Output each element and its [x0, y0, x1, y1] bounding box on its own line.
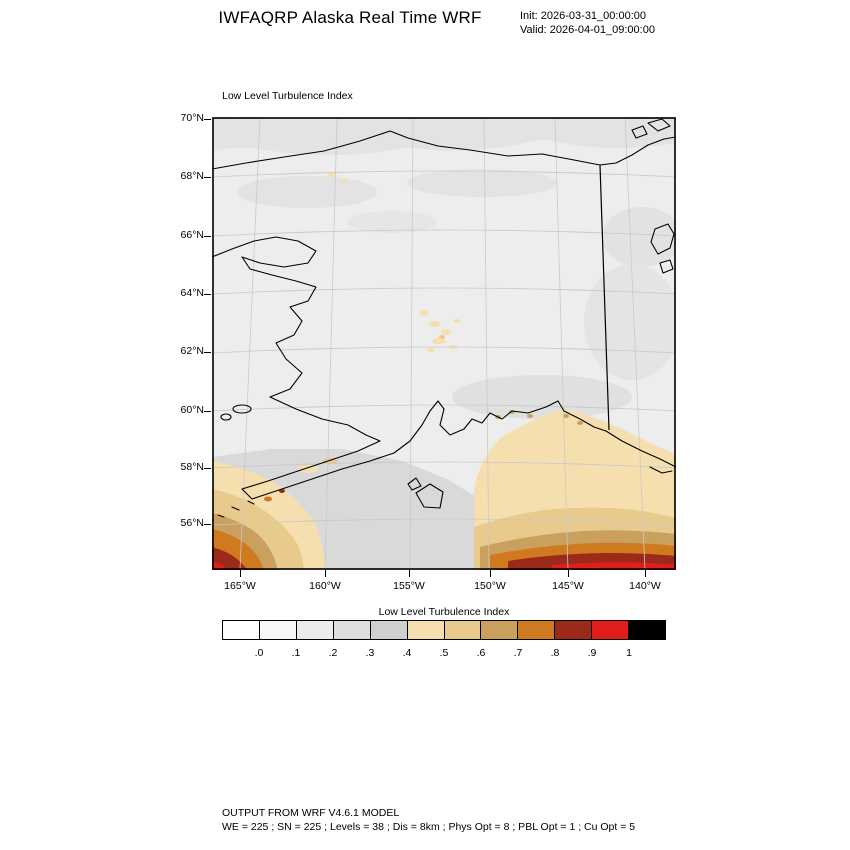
lat-tick-label: 60°N [180, 404, 204, 416]
lat-tick-mark [204, 177, 211, 178]
colorbar-ticks: .0 .1 .2 .3 .4 .5 .6 .7 .8 .9 1 [222, 647, 666, 661]
lat-tick-label: 68°N [180, 170, 204, 182]
colorbar-cell [369, 621, 407, 639]
lat-tick-mark [204, 236, 211, 237]
lat-tick-label: 70°N [180, 112, 204, 124]
colorbar-tick-label: .8 [550, 647, 560, 659]
lon-tick-label: 155°W [393, 580, 425, 592]
colorbar-tick-label: .9 [587, 647, 597, 659]
colorbar-tick-label: .4 [402, 647, 412, 659]
lat-tick-mark [204, 119, 211, 120]
valid-timestamp: Valid: 2026-04-01_09:00:00 [520, 24, 655, 36]
lon-tick-mark [490, 570, 491, 577]
lat-tick-mark [204, 411, 211, 412]
colorbar-cell [628, 621, 666, 639]
colorbar-cell [332, 621, 370, 639]
colorbar-tick-label: .2 [328, 647, 338, 659]
colorbar-cell [223, 621, 259, 639]
lon-tick-mark [325, 570, 326, 577]
colorbar-swatches [222, 620, 666, 640]
run-timestamps: Init: 2026-03-31_00:00:00 Valid: 2026-04… [520, 9, 655, 37]
lat-tick-mark [204, 524, 211, 525]
colorbar-cell [443, 621, 481, 639]
colorbar-tick-label: .7 [513, 647, 523, 659]
colorbar-tick-label: .1 [291, 647, 301, 659]
lat-tick-mark [204, 468, 211, 469]
map-plot [212, 117, 676, 570]
lon-tick-mark [568, 570, 569, 577]
colorbar-tick-label: .3 [365, 647, 375, 659]
lon-tick-label: 150°W [474, 580, 506, 592]
footer-model-line: OUTPUT FROM WRF V4.6.1 MODEL [222, 807, 400, 819]
colorbar-cell [258, 621, 296, 639]
field-label: Low Level Turbulence Index [222, 90, 353, 102]
colorbar-cell [517, 621, 555, 639]
init-timestamp: Init: 2026-03-31_00:00:00 [520, 10, 646, 22]
lon-tick-mark [240, 570, 241, 577]
map-frame [212, 117, 676, 570]
lon-tick-mark [645, 570, 646, 577]
colorbar-cell [591, 621, 629, 639]
lon-tick-label: 145°W [552, 580, 584, 592]
colorbar-title: Low Level Turbulence Index [378, 606, 510, 618]
lon-tick-mark [409, 570, 410, 577]
colorbar-tick-label: .0 [254, 647, 264, 659]
lat-tick-label: 66°N [180, 229, 204, 241]
colorbar-cell [295, 621, 333, 639]
canada-border-line [599, 164, 610, 431]
colorbar-cell [554, 621, 592, 639]
graticule [212, 117, 676, 570]
map-svg [212, 117, 676, 570]
page-title: IWFAQRP Alaska Real Time WRF [218, 8, 482, 27]
footer-config-line: WE = 225 ; SN = 225 ; Levels = 38 ; Dis … [222, 821, 636, 833]
lat-tick-label: 58°N [180, 461, 204, 473]
lon-tick-label: 160°W [309, 580, 341, 592]
lon-tick-label: 140°W [629, 580, 661, 592]
lon-tick-label: 165°W [224, 580, 256, 592]
lat-tick-label: 56°N [180, 517, 204, 529]
colorbar-tick-label: .6 [476, 647, 486, 659]
colorbar-tick-label: .5 [439, 647, 449, 659]
coastline [212, 118, 676, 518]
lat-tick-mark [204, 352, 211, 353]
lat-tick-label: 64°N [180, 287, 204, 299]
turbulence-shading-high [212, 172, 676, 570]
lat-tick-label: 62°N [180, 345, 204, 357]
colorbar-cell [480, 621, 518, 639]
colorbar-cell [406, 621, 444, 639]
lat-tick-mark [204, 294, 211, 295]
colorbar-tick-label: 1 [626, 647, 632, 659]
